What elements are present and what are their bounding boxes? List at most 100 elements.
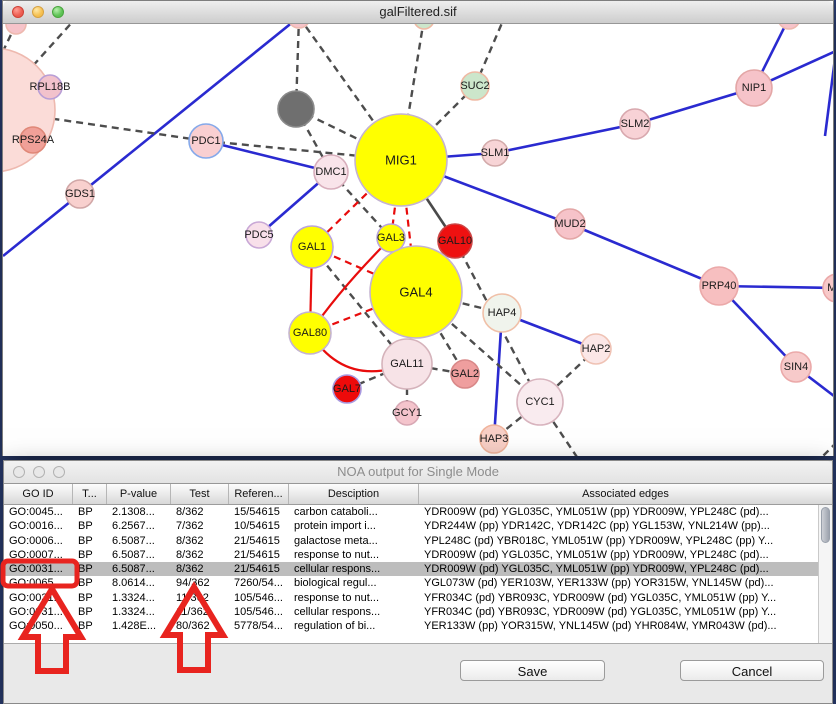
table-row[interactable]: GO:0031... BP 1.3324... 11/362 105/546... cel… (4, 605, 832, 619)
graph-edge (205, 139, 402, 162)
node-label-rpl18b: RPL18B (30, 81, 71, 93)
graph-edge (494, 122, 636, 155)
cell: 11/362 (176, 606, 209, 619)
minimize-button[interactable] (33, 466, 45, 478)
node-label-gal80: GAL80 (293, 327, 327, 339)
graph-node-cutTR[interactable] (778, 24, 800, 30)
graph-node-rpl18b[interactable] (37, 74, 63, 100)
graph-node-dmc1[interactable] (313, 154, 349, 190)
node-label-gal2: GAL2 (451, 368, 479, 380)
cell: 21/54615 (234, 563, 280, 576)
cell: 1.3324... (112, 591, 155, 604)
graph-node-nip1[interactable] (735, 69, 773, 107)
node-label-slm2: SLM2 (621, 118, 650, 130)
table-row[interactable]: GO:0006... BP 6.5087... 8/362 21/54615 galact… (4, 534, 832, 548)
network-canvas[interactable]: RPL18B RPS24A GDS1 PDC1 MIG1 SUC2 SLM1 DMC1 SLM2… (3, 24, 833, 456)
table-row[interactable]: GO:0016... BP 6.2567... 7/362 10/54615 protei… (4, 519, 832, 533)
table-row[interactable]: GO:0045... BP 2.1308... 8/362 15/54615 carbon… (4, 505, 832, 519)
column-header-associated-edges[interactable]: Associated edges (582, 488, 669, 500)
column-header-go-id[interactable]: GO ID (4, 484, 73, 504)
graph-node-cyc1[interactable] (516, 378, 564, 426)
graph-node-gal11[interactable] (381, 338, 433, 390)
node-label-cyc1: CYC1 (525, 396, 554, 408)
cell: 6.5087... (112, 548, 155, 561)
graph-node-pdc1[interactable] (188, 123, 224, 159)
cell: 105/546... (234, 591, 283, 604)
cell: YER133W (pp) YOR315W, YNL145W (pd) YHR08… (424, 620, 777, 633)
cell: carbon cataboli... (294, 506, 378, 518)
cell: GO:0031... (9, 606, 63, 619)
graph-node-sin4[interactable] (780, 351, 812, 383)
graph-node-hap4[interactable] (482, 293, 522, 333)
zoom-button[interactable] (52, 6, 64, 18)
graph-node-bigleft[interactable] (3, 48, 56, 172)
cell: biological regul... (294, 577, 377, 590)
vertical-scrollbar[interactable] (818, 505, 832, 643)
cell: BP (78, 620, 93, 633)
graph-node-gal1[interactable] (290, 225, 334, 269)
table-row[interactable]: GO:0031... BP 1.3324... 11/362 105/546... res… (4, 591, 832, 605)
graph-node-hap3[interactable] (479, 424, 509, 454)
close-button[interactable] (12, 6, 24, 18)
column-header-t---[interactable]: T... (73, 484, 107, 504)
column-header-desciption[interactable]: Desciption (289, 484, 419, 504)
column-header-p-value[interactable]: P-value (107, 484, 171, 504)
cell: 6.5087... (112, 563, 155, 576)
graph-window-titlebar: galFiltered.sif (3, 1, 833, 24)
table-row[interactable]: GO:0031... BP 6.5087... 8/362 21/54615 cellul… (4, 562, 832, 577)
column-header-test[interactable]: Test (171, 484, 229, 504)
graph-node-gal7[interactable] (332, 374, 362, 404)
node-label-mig1: MIG1 (385, 153, 417, 168)
graph-node-gcy1[interactable] (394, 400, 420, 426)
graph-node-gal80[interactable] (288, 311, 332, 355)
save-button[interactable]: Save (460, 660, 605, 681)
close-button[interactable] (13, 466, 25, 478)
cell: GO:0031... (9, 563, 63, 576)
graph-node-cutTL[interactable] (5, 24, 27, 35)
node-label-pdc1: PDC1 (191, 135, 220, 147)
graph-node-gal2[interactable] (450, 359, 480, 389)
cell: BP (78, 548, 93, 561)
node-label-gal1: GAL1 (298, 241, 326, 253)
node-label-suc2: SUC2 (460, 80, 489, 92)
cell: BP (78, 577, 93, 590)
graph-edge (3, 24, 293, 258)
table-row[interactable]: GO:0007... BP 6.5087... 8/362 21/54615 respon… (4, 548, 832, 562)
graph-node-slm1[interactable] (481, 139, 509, 167)
scrollbar-thumb[interactable] (821, 507, 830, 543)
graph-node-greencut[interactable] (414, 24, 434, 30)
cell: 105/546... (234, 606, 283, 619)
cell: 94/362 (176, 577, 210, 590)
graph-node-mud2[interactable] (554, 208, 586, 240)
column-header-referen---[interactable]: Referen... (229, 484, 289, 504)
cancel-button[interactable]: Cancel (680, 660, 824, 681)
graph-node-gds1[interactable] (65, 179, 95, 209)
node-label-mud2: MUD2 (554, 218, 585, 230)
graph-node-slm2[interactable] (619, 108, 651, 140)
graph-node-hap2[interactable] (580, 333, 612, 365)
cell: BP (78, 520, 93, 533)
node-label-msn: MSI (827, 282, 833, 294)
zoom-button[interactable] (53, 466, 65, 478)
graph-node-suc2[interactable] (460, 71, 490, 101)
minimize-button[interactable] (32, 6, 44, 18)
traffic-lights-inactive (13, 466, 65, 478)
cell: 6.5087... (112, 534, 155, 547)
table-row[interactable]: GO:0050... BP 1.428E... 80/362 5778/54... reg… (4, 619, 832, 633)
graph-node-msn[interactable] (822, 273, 833, 303)
graph-node-prp40[interactable] (699, 266, 739, 306)
table-row[interactable]: GO:0065... BP 8.0614... 94/362 7260/54... bio… (4, 576, 832, 590)
cell: YDR009W (pd) YGL035C, YML051W (pp) YDR00… (424, 506, 769, 518)
graph-node-gal3[interactable] (376, 223, 406, 253)
cell: YDR009W (pd) YGL035C, YML051W (pp) YDR00… (424, 548, 769, 561)
graph-node-pdc5[interactable] (245, 221, 273, 249)
graph-node-rps24a[interactable] (19, 126, 47, 154)
graph-node-dark[interactable] (277, 90, 315, 128)
graph-node-gal4[interactable] (369, 245, 463, 339)
graph-node-gal10[interactable] (437, 223, 473, 259)
cell: GO:0031... (9, 591, 63, 604)
graph-node-mig1[interactable] (354, 113, 448, 207)
graph-node-topc[interactable] (288, 24, 310, 29)
node-label-gal4: GAL4 (399, 285, 432, 300)
node-label-hap2: HAP2 (582, 343, 611, 355)
